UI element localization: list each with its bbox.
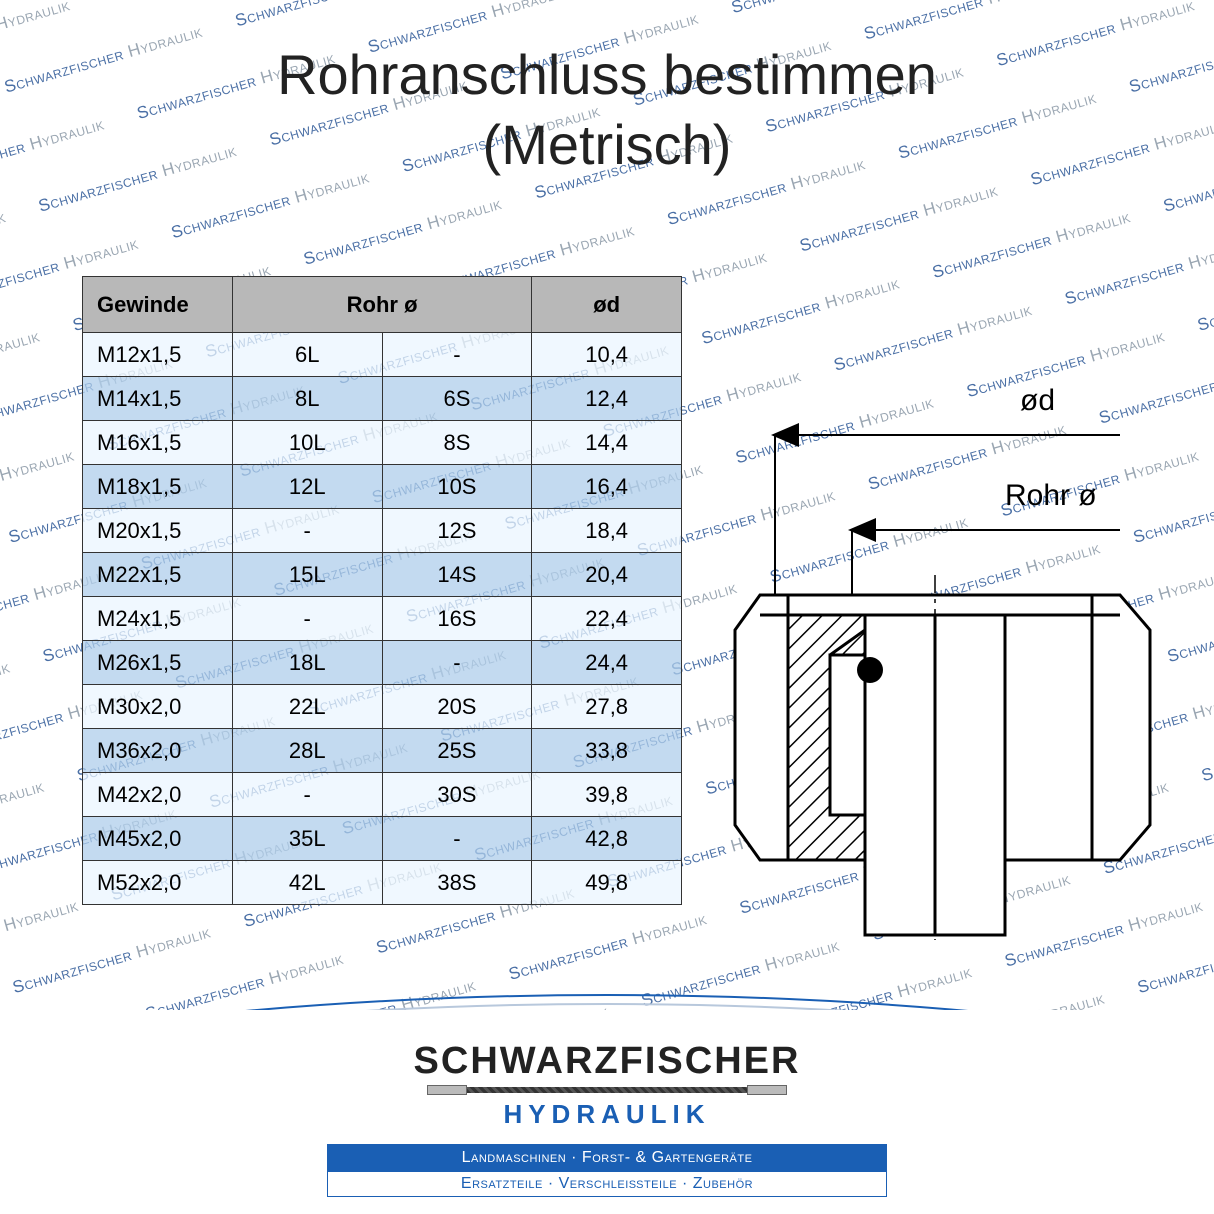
table-cell: - [232,509,382,553]
brand-hose-graphic [427,1085,787,1095]
col-header-rohr: Rohr ø [232,277,531,333]
table-cell: M12x1,5 [83,333,233,377]
table-row: M12x1,56L-10,4 [83,333,682,377]
table-cell: M42x2,0 [83,773,233,817]
table-cell: M16x1,5 [83,421,233,465]
table-cell: M26x1,5 [83,641,233,685]
tagbar-bottom: Ersatzteile · Verschleißteile · Zubehör [327,1172,887,1197]
table-cell: 16S [382,597,532,641]
table-cell: M30x2,0 [83,685,233,729]
table-cell: 10S [382,465,532,509]
table-cell: 12,4 [532,377,682,421]
table-cell: 12L [232,465,382,509]
table-cell: - [382,641,532,685]
table-cell: - [382,333,532,377]
table-cell: 14,4 [532,421,682,465]
footer: SCHWARZFISCHER HYDRAULIK Landmaschinen ·… [0,1010,1214,1214]
table-cell: 10,4 [532,333,682,377]
table-cell: 33,8 [532,729,682,773]
table-cell: 8S [382,421,532,465]
table-cell: 20S [382,685,532,729]
table-cell: - [232,597,382,641]
table-cell: 42L [232,861,382,905]
table-cell: 35L [232,817,382,861]
page-title: Rohranschluss bestimmen (Metrisch) [0,0,1214,180]
fitting-diagram: ød Rohr ø [730,370,1170,940]
table-cell: 42,8 [532,817,682,861]
table-cell: 38S [382,861,532,905]
brand-tagbar: Landmaschinen · Forst- & Gartengeräte Er… [327,1144,887,1197]
table-cell: 49,8 [532,861,682,905]
brand-sub: HYDRAULIK [0,1099,1214,1130]
table-row: M52x2,042L38S49,8 [83,861,682,905]
table-cell: 25S [382,729,532,773]
table-cell: 15L [232,553,382,597]
table-header-row: Gewinde Rohr ø ød [83,277,682,333]
title-line-2: (Metrisch) [483,113,732,176]
table-cell: - [382,817,532,861]
table-cell: 28L [232,729,382,773]
table-cell: M20x1,5 [83,509,233,553]
table-cell: 8L [232,377,382,421]
table-cell: M36x2,0 [83,729,233,773]
table-cell: M45x2,0 [83,817,233,861]
table-cell: 22L [232,685,382,729]
brand-name: SCHWARZFISCHER [0,1040,1214,1083]
table-row: M22x1,515L14S20,4 [83,553,682,597]
table-cell: 22,4 [532,597,682,641]
table-row: M16x1,510L8S14,4 [83,421,682,465]
table-cell: M24x1,5 [83,597,233,641]
table-row: M24x1,5-16S22,4 [83,597,682,641]
table-cell: 39,8 [532,773,682,817]
table-cell: 24,4 [532,641,682,685]
table-row: M18x1,512L10S16,4 [83,465,682,509]
col-header-od: ød [532,277,682,333]
diagram-label-od: ød [1020,384,1055,417]
table-cell: 18,4 [532,509,682,553]
table-row: M36x2,028L25S33,8 [83,729,682,773]
table-cell: M22x1,5 [83,553,233,597]
diagram-label-rohr: Rohr ø [1005,479,1097,512]
table-cell: M18x1,5 [83,465,233,509]
table-cell: 12S [382,509,532,553]
table-row: M30x2,022L20S27,8 [83,685,682,729]
tagbar-top: Landmaschinen · Forst- & Gartengeräte [327,1144,887,1172]
table-row: M20x1,5-12S18,4 [83,509,682,553]
table-cell: 6S [382,377,532,421]
table-row: M45x2,035L-42,8 [83,817,682,861]
table-row: M26x1,518L-24,4 [83,641,682,685]
table-cell: M14x1,5 [83,377,233,421]
table-cell: 16,4 [532,465,682,509]
table-cell: 27,8 [532,685,682,729]
table-row: M14x1,58L6S12,4 [83,377,682,421]
table-cell: 14S [382,553,532,597]
table-cell: 18L [232,641,382,685]
table-cell: 20,4 [532,553,682,597]
spec-table: Gewinde Rohr ø ød M12x1,56L-10,4M14x1,58… [82,276,682,905]
table-cell: - [232,773,382,817]
table-cell: 6L [232,333,382,377]
table-cell: M52x2,0 [83,861,233,905]
col-header-gewinde: Gewinde [83,277,233,333]
table-cell: 10L [232,421,382,465]
title-line-1: Rohranschluss bestimmen [277,43,937,106]
table-row: M42x2,0-30S39,8 [83,773,682,817]
table-cell: 30S [382,773,532,817]
